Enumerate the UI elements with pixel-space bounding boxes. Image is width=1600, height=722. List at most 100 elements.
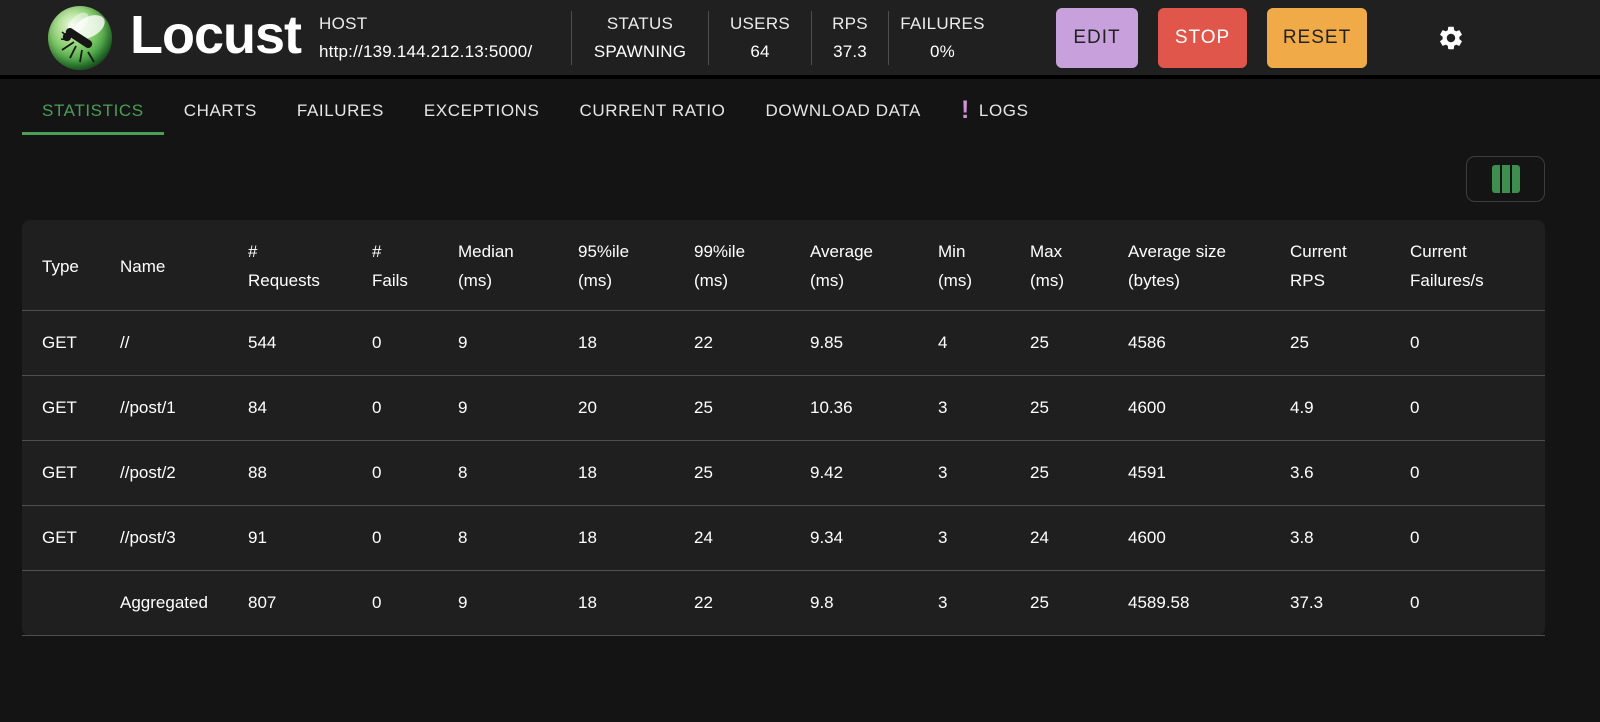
table-cell: 4586 (1108, 310, 1270, 376)
app-header: Locust HOST http://139.144.212.13:5000/ … (0, 0, 1600, 79)
rps-value: 37.3 (833, 41, 867, 61)
tab-failures[interactable]: FAILURES (277, 89, 404, 135)
table-cell: 88 (228, 440, 352, 506)
settings-button[interactable] (1437, 24, 1465, 52)
column-header[interactable]: Average size (bytes) (1108, 220, 1270, 311)
table-cell: 0 (352, 570, 438, 636)
column-header[interactable]: Min (ms) (918, 220, 1010, 311)
table-cell: //post/3 (100, 505, 228, 571)
table-row: GET//post/1 84 0 9 20 25 10.36 3 25 4600 4.9 0 (22, 375, 1545, 441)
column-header[interactable]: Name (100, 220, 228, 311)
tab-label: STATISTICS (42, 100, 144, 120)
column-header[interactable]: # Fails (352, 220, 438, 311)
edit-button[interactable]: EDIT (1056, 7, 1139, 68)
table-cell: 25 (1010, 440, 1108, 506)
table-cell: 37.3 (1270, 570, 1390, 636)
gear-icon (1437, 26, 1465, 55)
table-cell: 8 (438, 505, 558, 571)
table-cell: 22 (674, 570, 790, 636)
table-cell: 0 (352, 505, 438, 571)
tab-label: FAILURES (296, 100, 384, 120)
table-toolbar (0, 156, 1600, 203)
tab-logs[interactable]: ! LOGS (960, 95, 1029, 124)
stop-button[interactable]: STOP (1158, 7, 1248, 68)
table-cell: 9.85 (790, 310, 918, 376)
table-cell: 544 (228, 310, 352, 376)
column-header[interactable]: # Requests (228, 220, 352, 311)
rps-label: RPS (832, 13, 868, 33)
rps-indicator: RPS 37.3 (812, 14, 888, 62)
table-cell: 0 (1390, 375, 1545, 441)
header-divider (888, 10, 890, 65)
tab-label: CHARTS (183, 100, 257, 120)
column-header[interactable]: 99%ile (ms) (674, 220, 790, 311)
table-cell: 4600 (1108, 505, 1270, 571)
table-cell: 18 (558, 570, 674, 636)
view-columns-icon (1491, 165, 1520, 193)
table-cell: 24 (674, 505, 790, 571)
table-cell: 0 (352, 310, 438, 376)
header-divider (708, 10, 710, 65)
column-header[interactable]: Current RPS (1270, 220, 1390, 311)
table-cell: 9 (438, 570, 558, 636)
table-cell: 0 (1390, 505, 1545, 571)
table-cell: 0 (1390, 310, 1545, 376)
column-header[interactable]: Median (ms) (438, 220, 558, 311)
column-header[interactable]: 95%ile (ms) (558, 220, 674, 311)
tab-exceptions[interactable]: EXCEPTIONS (404, 89, 560, 135)
statistics-panel: Type Name # Requests # Fails Median (ms) 95%ile(… (22, 220, 1545, 636)
tab-download-data[interactable]: DOWNLOAD DATA (746, 89, 941, 135)
table-row-aggregated: Aggregated 807 0 9 18 22 9.8 3 25 4589.58 37.3 0 (22, 570, 1545, 636)
status-value: SPAWNING (593, 41, 687, 61)
failures-indicator: FAILURES 0% (889, 14, 996, 62)
tab-charts[interactable]: CHARTS (164, 89, 277, 135)
column-header[interactable]: Max (ms) (1010, 220, 1108, 311)
table-cell: 3.6 (1270, 440, 1390, 506)
tab-statistics[interactable]: STATISTICS (22, 89, 164, 135)
table-cell: 8 (438, 440, 558, 506)
table-header-row: Type Name # Requests # Fails Median (ms) 95%ile(… (22, 220, 1545, 311)
tab-label: DOWNLOAD DATA (765, 100, 921, 120)
host-info: HOST http://139.144.212.13:5000/ (319, 14, 571, 62)
tab-label: LOGS (978, 100, 1029, 120)
home-link[interactable]: Locust (48, 5, 317, 70)
table-cell: 4600 (1108, 375, 1270, 441)
tab-current-ratio[interactable]: CURRENT RATIO (560, 89, 746, 135)
column-header[interactable]: Current Failures/s (1390, 220, 1545, 311)
table-cell: 4 (918, 310, 1010, 376)
table-cell: 25 (1010, 375, 1108, 441)
table-cell: 9.34 (790, 505, 918, 571)
table-cell: 3 (918, 375, 1010, 441)
table-cell: 9 (438, 310, 558, 376)
failures-value: 0% (930, 41, 955, 61)
host-url: http://139.144.212.13:5000/ (319, 41, 533, 61)
table-cell: 18 (558, 440, 674, 506)
users-label: USERS (729, 13, 791, 33)
stats-table: Type Name # Requests # Fails Median (ms) 95%ile(… (22, 220, 1545, 636)
table-cell: 0 (1390, 570, 1545, 636)
status-indicator: STATUS SPAWNING (572, 14, 708, 62)
table-cell: GET (22, 440, 100, 506)
table-row: GET//post/2 88 0 8 18 25 9.42 3 25 4591 3.6 0 (22, 440, 1545, 506)
column-header[interactable]: Average (ms) (790, 220, 918, 311)
table-cell: 25 (674, 375, 790, 441)
table-cell: 0 (352, 375, 438, 441)
table-cell: 25 (1010, 310, 1108, 376)
status-label: STATUS (606, 13, 674, 33)
table-cell: 0 (1390, 440, 1545, 506)
column-selector-button[interactable] (1466, 156, 1545, 202)
table-cell: 0 (352, 440, 438, 506)
table-cell: 807 (228, 570, 352, 636)
users-indicator: USERS 64 (709, 14, 811, 62)
table-cell: Aggregated (100, 570, 228, 636)
table-cell: 25 (674, 440, 790, 506)
table-cell: // (100, 310, 228, 376)
table-cell: 10.36 (790, 375, 918, 441)
table-cell: GET (22, 375, 100, 441)
reset-button[interactable]: RESET (1267, 7, 1368, 68)
table-cell: 3 (918, 570, 1010, 636)
locust-logo-icon (48, 5, 112, 70)
column-header[interactable]: Type (22, 220, 100, 311)
table-cell: 3 (918, 505, 1010, 571)
table-cell: 84 (228, 375, 352, 441)
